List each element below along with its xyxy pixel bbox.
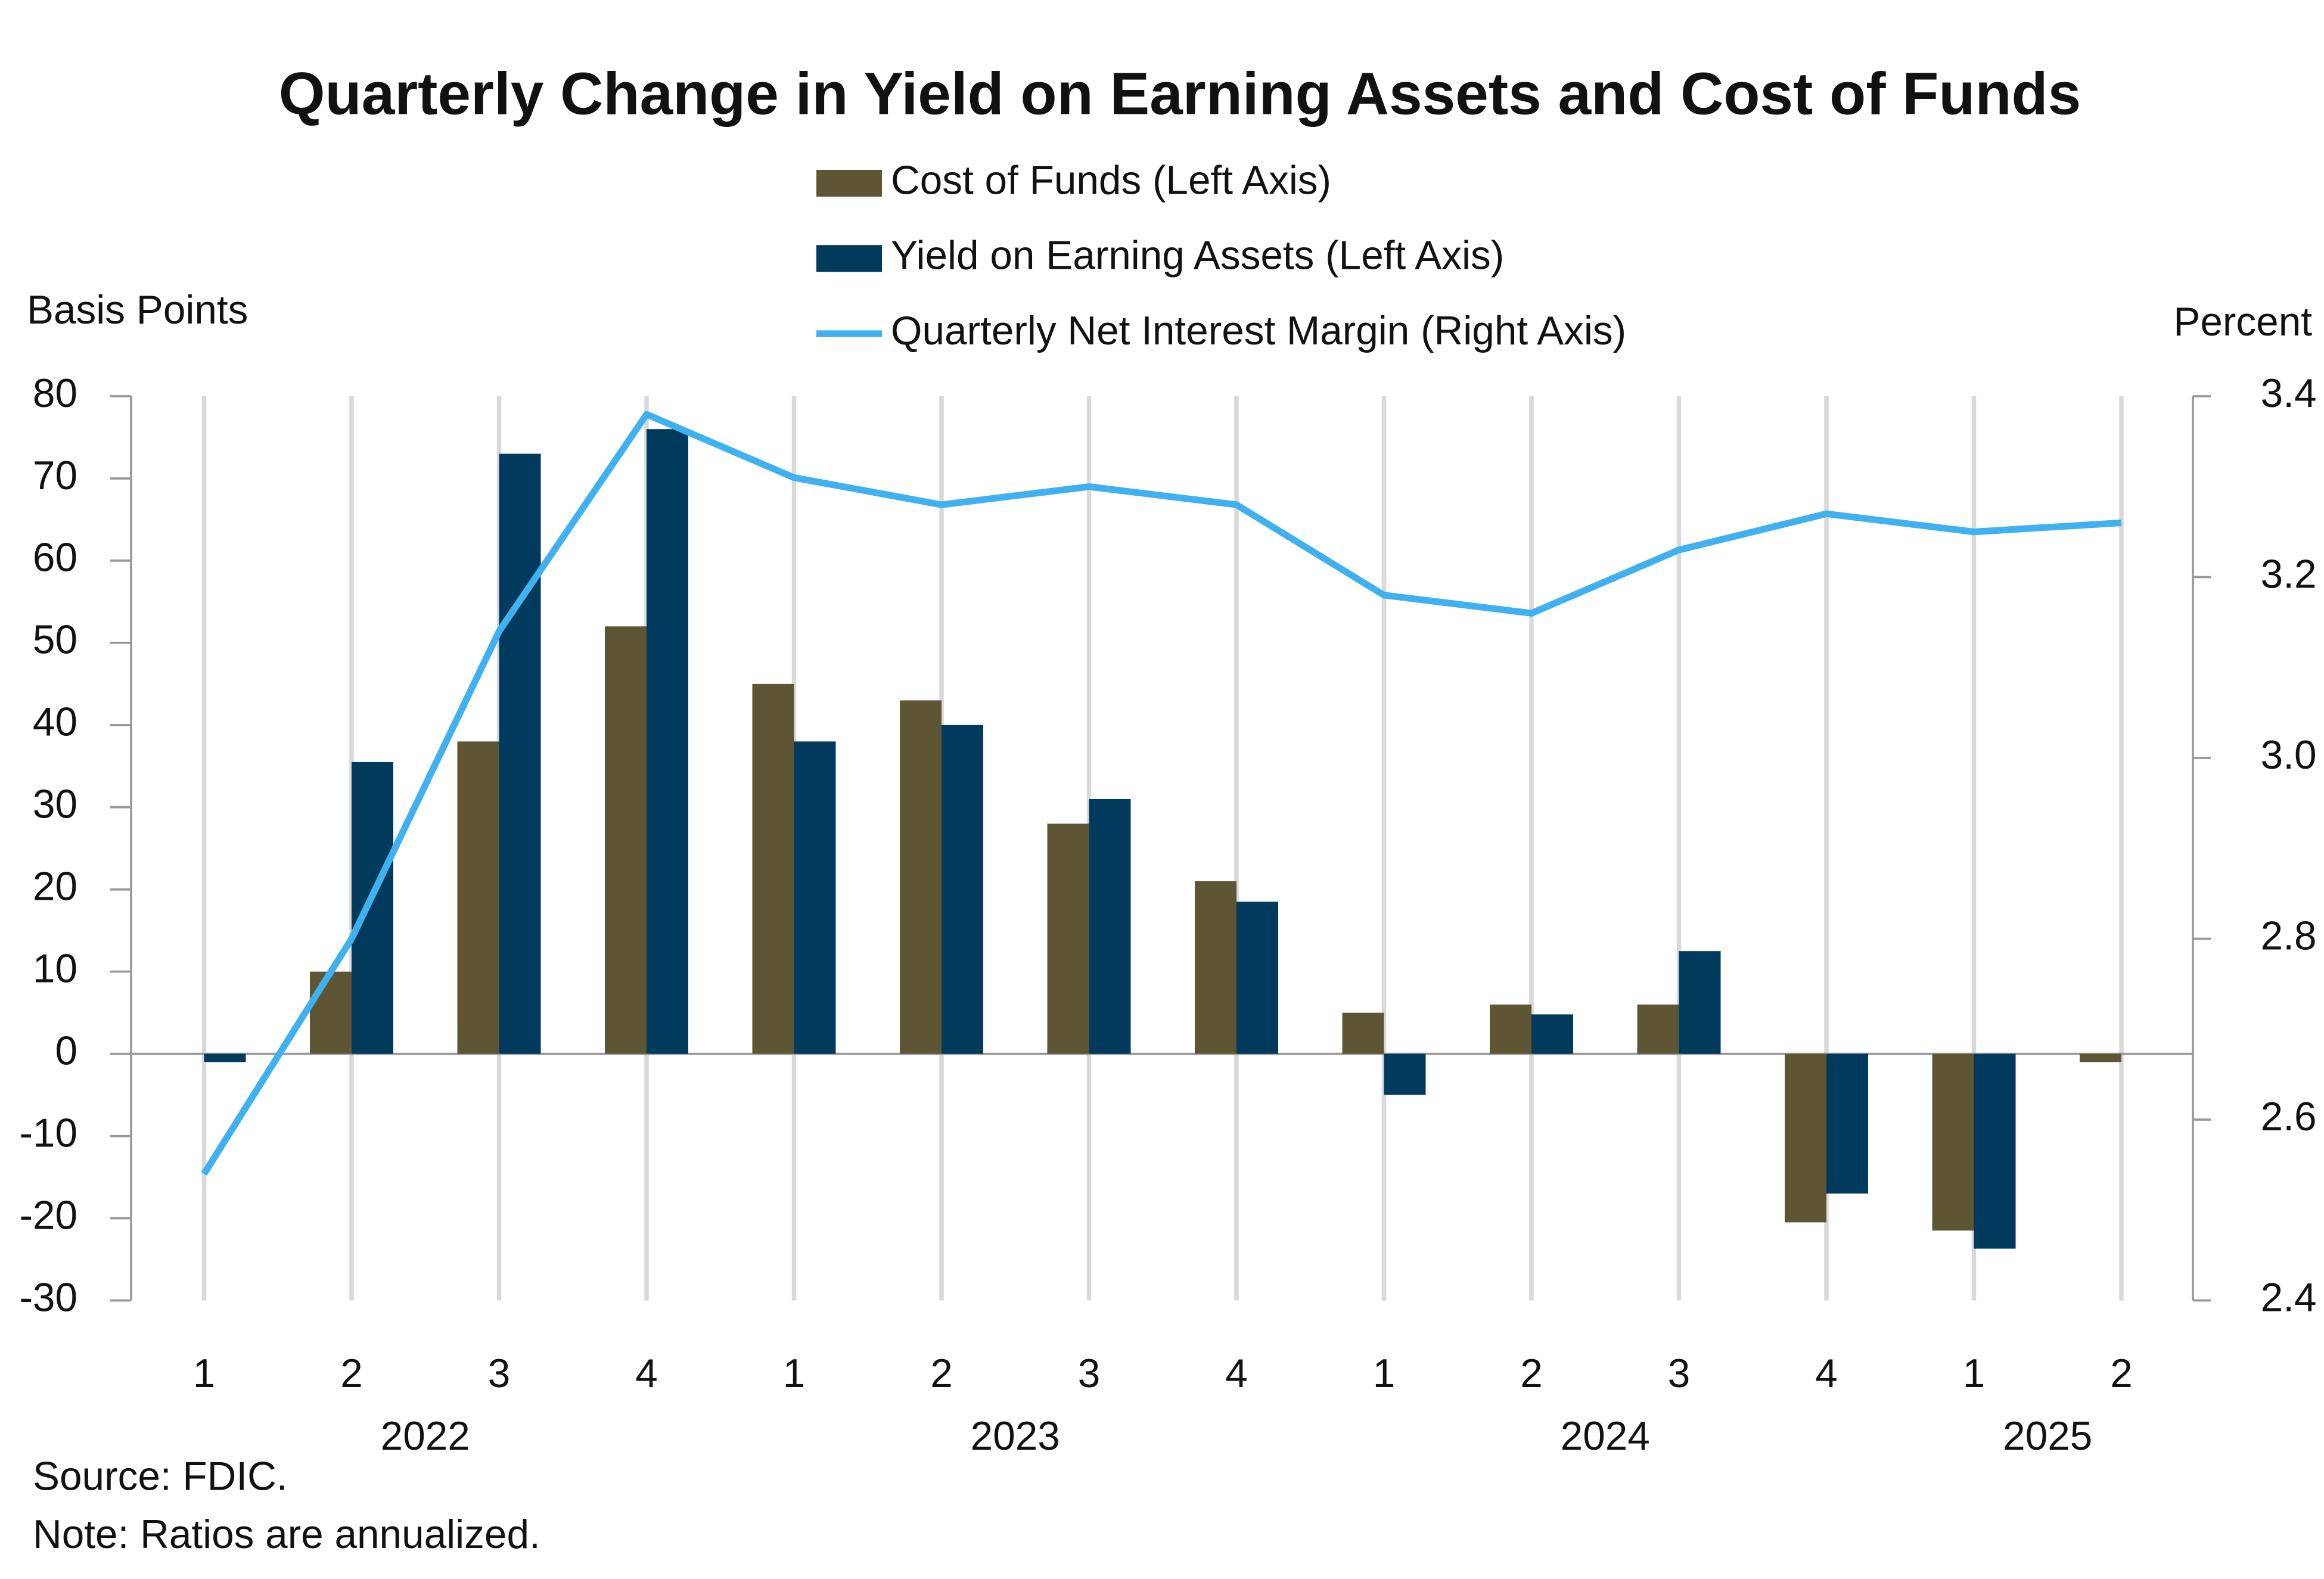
legend-label: Quarterly Net Interest Margin (Right Axi… [891, 309, 1626, 353]
bar [942, 725, 983, 1054]
x-tick-label: 4 [1225, 1351, 1248, 1396]
y-tick-label: 0 [55, 1028, 77, 1073]
year-label: 2024 [1561, 1414, 1650, 1459]
x-tick-label: 3 [1078, 1351, 1101, 1396]
bar [1974, 1053, 2016, 1249]
bar [1932, 1053, 1974, 1231]
bar [900, 700, 942, 1054]
bar [1089, 798, 1131, 1054]
y-tick-label: -20 [19, 1193, 77, 1238]
y2-tick-label: 2.6 [2261, 1095, 2317, 1139]
y-axis-title: Basis Points [27, 288, 248, 332]
x-tick-label: 1 [1373, 1351, 1396, 1396]
y-tick-label: 30 [33, 782, 77, 827]
y2-axis-title: Percent [2173, 300, 2312, 344]
bar [1236, 902, 1278, 1054]
legend-label: Cost of Funds (Left Axis) [891, 158, 1331, 203]
bar [310, 971, 352, 1054]
y-tick-label: 80 [33, 371, 77, 416]
x-tick-label: 1 [783, 1351, 806, 1396]
y-tick-label: 60 [33, 536, 77, 580]
y2-tick-label: 3.2 [2261, 552, 2317, 596]
x-tick-label: 2 [1520, 1351, 1543, 1396]
bar [457, 741, 499, 1054]
line [201, 411, 2122, 1176]
year-label: 2025 [2003, 1414, 2092, 1459]
bar [1679, 951, 1721, 1054]
year-label: 2022 [381, 1414, 470, 1459]
y2-tick-label: 3.0 [2261, 733, 2317, 778]
bar [647, 429, 688, 1054]
x-tick-label: 4 [635, 1351, 658, 1396]
bar [605, 626, 647, 1054]
y2-tick-label: 3.4 [2261, 371, 2317, 416]
x-tick-label: 2 [340, 1351, 363, 1396]
y2-tick-label: 2.8 [2261, 913, 2317, 958]
bar [1342, 1012, 1384, 1054]
bar [1637, 1004, 1679, 1054]
y-tick-label: 10 [33, 947, 77, 991]
y-tick-label: 70 [33, 453, 77, 498]
bar [499, 453, 541, 1054]
bar [1384, 1053, 1426, 1095]
bar [1195, 881, 1236, 1054]
bar [204, 1053, 246, 1062]
bar [352, 761, 393, 1054]
bar [1826, 1053, 1868, 1194]
legend-swatch [816, 245, 882, 272]
x-tick-label: 1 [193, 1351, 216, 1396]
legend-swatch [816, 170, 882, 197]
chart-title: Quarterly Change in Yield on Earning Ass… [279, 60, 2081, 127]
source: Source: FDIC. [33, 1454, 288, 1499]
y-tick-label: 20 [33, 865, 77, 909]
x-tick-label: 3 [1668, 1351, 1691, 1396]
bar [752, 683, 794, 1054]
x-tick-label: 4 [1815, 1351, 1838, 1396]
y-tick-label: -10 [19, 1111, 77, 1155]
y-tick-label: -30 [19, 1275, 77, 1320]
y2-tick-label: 2.4 [2261, 1275, 2317, 1320]
x-tick-label: 1 [1963, 1351, 1986, 1396]
bar [1047, 823, 1089, 1054]
x-tick-label: 2 [2110, 1351, 2133, 1396]
bar [1531, 1014, 1573, 1054]
legend-label: Yield on Earning Assets (Left Axis) [891, 234, 1504, 278]
year-label: 2023 [971, 1414, 1060, 1459]
bar [1785, 1053, 1826, 1223]
y-tick-label: 50 [33, 618, 77, 663]
bar [2080, 1053, 2121, 1062]
x-tick-label: 3 [488, 1351, 511, 1396]
bar [1490, 1004, 1531, 1054]
x-tick-label: 2 [930, 1351, 953, 1396]
note: Note: Ratios are annualized. [33, 1512, 540, 1557]
bar [794, 741, 836, 1054]
y-tick-label: 40 [33, 700, 77, 745]
